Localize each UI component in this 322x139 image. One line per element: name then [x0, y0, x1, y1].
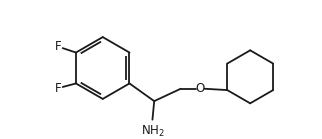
- Text: F: F: [55, 40, 62, 53]
- Text: F: F: [55, 82, 62, 95]
- Text: O: O: [195, 82, 205, 95]
- Text: NH$_2$: NH$_2$: [140, 124, 164, 139]
